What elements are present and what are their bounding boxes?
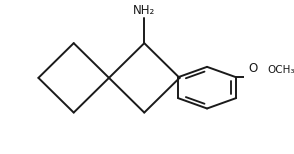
Text: OCH₃: OCH₃ (267, 65, 294, 75)
Text: NH₂: NH₂ (133, 4, 156, 17)
Text: O: O (248, 63, 257, 75)
